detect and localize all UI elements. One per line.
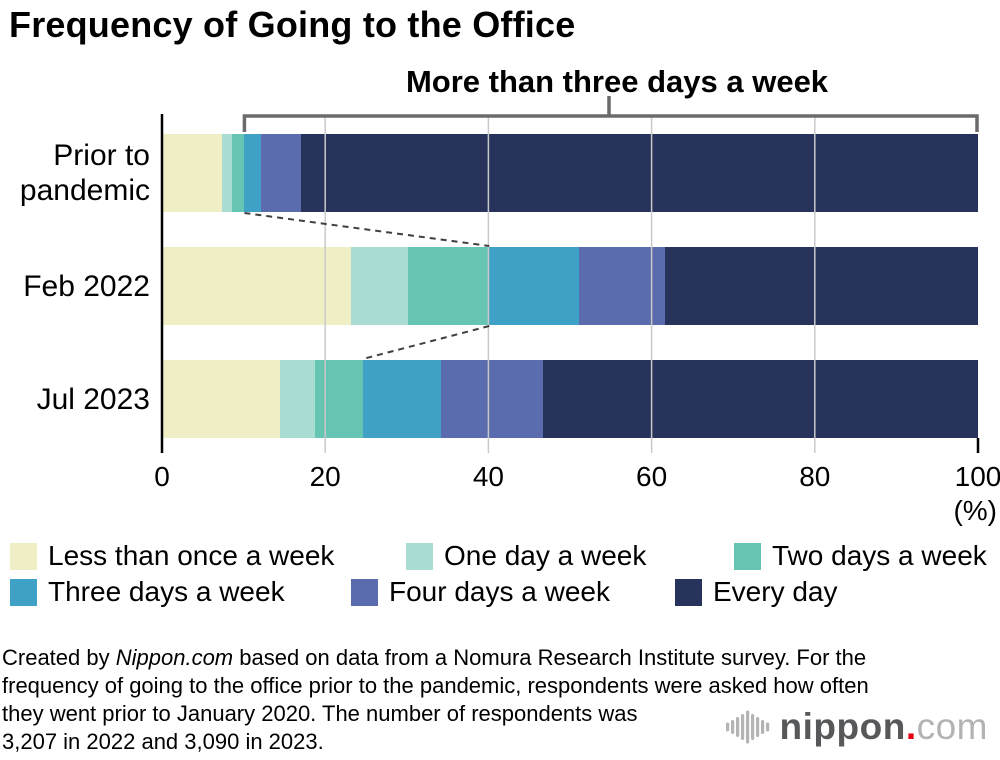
y-tick-label: Feb 2022 xyxy=(23,269,150,303)
legend-label: Four days a week xyxy=(389,576,610,607)
legend-item: Two days a week xyxy=(734,540,987,572)
bar-segment xyxy=(222,134,233,212)
x-axis-unit-label: (%) xyxy=(953,495,997,526)
legend-swatch xyxy=(10,542,37,570)
bar-segment xyxy=(408,247,490,325)
nippon-logo: nippon.com xyxy=(724,700,988,754)
bar-segment xyxy=(441,360,544,438)
legend-item: Less than once a week xyxy=(10,540,334,572)
source-note-line: Created by Nippon.com based on data from… xyxy=(2,645,867,670)
sound-wave-bar xyxy=(755,717,759,737)
sound-wave-bar xyxy=(745,710,749,744)
x-tick-label: 80 xyxy=(799,461,831,492)
dashed-connector xyxy=(244,212,490,247)
legend-item: Three days a week xyxy=(10,576,285,608)
bar-segment xyxy=(232,134,245,212)
sound-wave-bar xyxy=(740,714,744,740)
bar-segment xyxy=(543,360,978,438)
x-tick-label: 20 xyxy=(309,461,341,492)
sound-wave-bar xyxy=(765,722,769,732)
source-note-line: they went prior to January 2020. The num… xyxy=(2,701,638,726)
annotation-label: More than three days a week xyxy=(405,64,829,99)
bar-segment xyxy=(162,360,280,438)
x-tick-label: 40 xyxy=(472,461,504,492)
legend-label: One day a week xyxy=(444,540,647,571)
bar-segment xyxy=(314,360,363,438)
bar-segment xyxy=(362,360,442,438)
annotation-bracket xyxy=(242,114,979,132)
legend-swatch xyxy=(675,578,702,606)
legend-swatch xyxy=(10,578,37,606)
source-note: Created by Nippon.com based on data from… xyxy=(2,644,869,756)
bar-row xyxy=(162,247,978,325)
x-tick-label: 0 xyxy=(154,461,170,492)
sound-wave-bar xyxy=(730,720,734,734)
legend-item: Four days a week xyxy=(351,576,610,608)
bar-segment xyxy=(664,247,978,325)
sound-wave-bar xyxy=(725,722,729,732)
bar-row xyxy=(162,360,978,438)
bar-segment xyxy=(279,360,315,438)
legend-swatch xyxy=(734,542,761,570)
legend-label: Less than once a week xyxy=(48,540,335,571)
source-site-name: Nippon.com xyxy=(115,645,234,670)
x-tick-label: 100 xyxy=(954,461,1000,492)
x-tick-label: 60 xyxy=(636,461,668,492)
bar-segment xyxy=(300,134,978,212)
bar-segment xyxy=(162,134,223,212)
legend-item: One day a week xyxy=(406,540,646,572)
legend-label: Every day xyxy=(713,576,838,607)
dashed-connector xyxy=(362,325,490,360)
legend-swatch xyxy=(351,578,378,606)
nippon-logo-text: nippon.com xyxy=(779,706,988,747)
chart-title: Frequency of Going to the Office xyxy=(9,4,576,45)
y-tick-label: Prior to pandemic xyxy=(19,139,150,207)
bar-segment xyxy=(162,247,352,325)
bar-segment xyxy=(489,247,579,325)
bar-segment xyxy=(351,247,409,325)
bar-segment xyxy=(244,134,261,212)
bar-segment xyxy=(578,247,665,325)
sound-wave-bar xyxy=(750,714,754,740)
legend-label: Two days a week xyxy=(772,540,987,571)
sound-wave-bar xyxy=(760,720,764,734)
y-tick-label: Jul 2023 xyxy=(36,382,150,416)
legend-swatch xyxy=(406,542,433,570)
legend-item: Every day xyxy=(675,576,838,608)
sound-wave-icon xyxy=(725,710,769,744)
bar-segment xyxy=(260,134,301,212)
source-note-line: 3,207 in 2022 and 3,090 in 2023. xyxy=(2,729,324,754)
legend-label: Three days a week xyxy=(48,576,285,607)
bar-row xyxy=(162,134,978,212)
sound-wave-bar xyxy=(735,717,739,737)
source-note-line: frequency of going to the office prior t… xyxy=(2,673,869,698)
